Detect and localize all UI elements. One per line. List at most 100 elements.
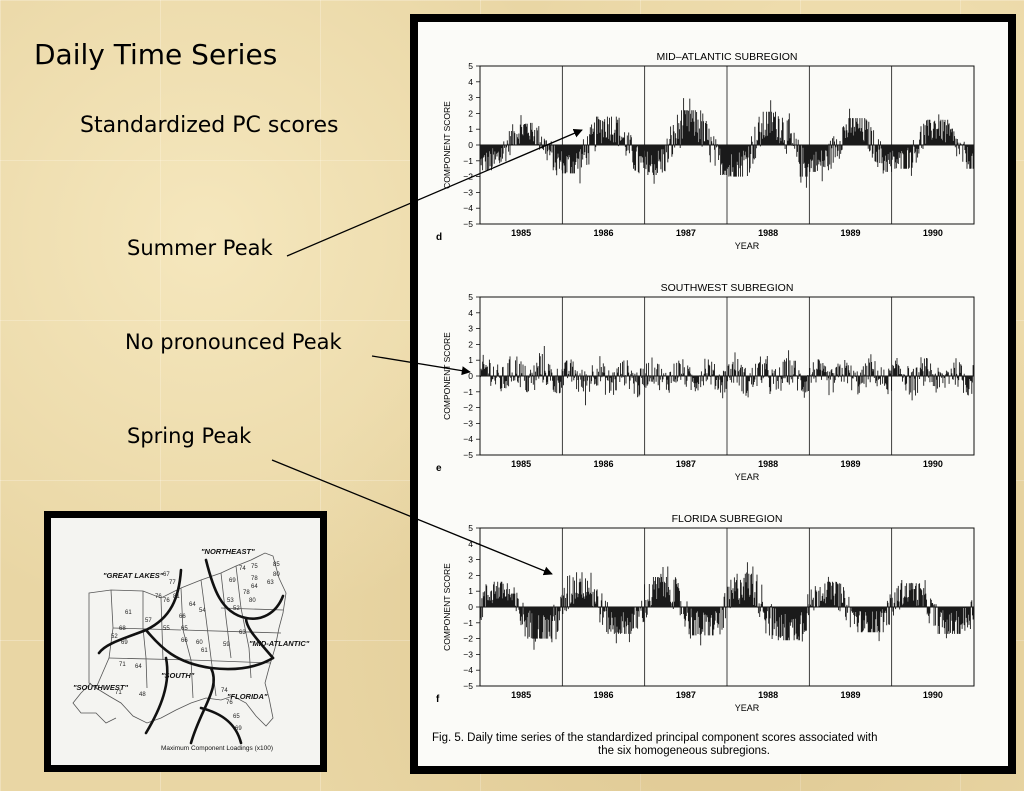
figure-caption-line1: Fig. 5. Daily time series of the standar…: [432, 732, 878, 744]
map-loading-value: 77: [169, 580, 176, 586]
ytick-label: −1: [463, 387, 473, 397]
state-outlines: [72, 552, 287, 727]
map-loading-value: 75: [251, 564, 258, 570]
map-loading-value: 74: [221, 688, 228, 694]
bars-d-1988: [727, 100, 810, 188]
figure-frame: MID–ATLANTIC SUBREGION 5 4 3 2 1 0 −1 −2 −3 −4 −5 CO…: [410, 14, 1016, 774]
panel-letter-d: d: [436, 232, 442, 243]
map-label-southwest: "SOUTHWEST": [73, 683, 128, 692]
slide-subtitle: Standardized PC scores: [80, 113, 339, 138]
bars-e-1987: [644, 357, 728, 399]
bars-e-1989: [809, 354, 892, 396]
ytick-label: −3: [463, 649, 473, 659]
map-loading-value: 81: [173, 594, 180, 600]
bars-e-1988: [727, 350, 810, 398]
map-loading-value: 71: [119, 662, 126, 668]
map-loading-value: 76: [155, 594, 162, 600]
map-loading-value: 55: [163, 626, 170, 632]
time-series-figure: MID–ATLANTIC SUBREGION 5 4 3 2 1 0 −1 −2 −3 −4 −5 CO…: [432, 51, 975, 757]
bars-e-1985: [480, 346, 563, 394]
map-loading-value: 64: [189, 602, 196, 608]
map-loading-value: 80: [249, 598, 256, 604]
ytick-label: 2: [468, 570, 473, 580]
year-label-1989: 1989: [840, 690, 860, 700]
year-label-1986: 1986: [593, 690, 613, 700]
panel-title-f: FLORIDA SUBREGION: [672, 513, 783, 525]
map-loading-value: 69: [121, 640, 128, 646]
map-loading-value: 78: [251, 576, 258, 582]
ytick-label: −5: [463, 219, 473, 229]
map-loading-value: 57: [145, 618, 152, 624]
map-loading-value: 60: [196, 640, 203, 646]
map-loading-value: 65: [181, 626, 188, 632]
ytick-label: 3: [468, 555, 473, 565]
map-loading-value: 74: [239, 566, 246, 572]
year-label-1987: 1987: [676, 459, 696, 469]
map-loading-value: 48: [139, 692, 146, 698]
ytick-label: −2: [463, 634, 473, 644]
panel-e: SOUTHWEST SUBREGION 5 4 3 2 1 0 −1 −2 −3 −4 −5 COMPO…: [436, 282, 975, 482]
year-label-1988: 1988: [758, 459, 778, 469]
subregion-map: "NORTHEAST" "GREAT LAKES" "MID-ATLANTIC"…: [72, 547, 310, 752]
ytick-label: 5: [468, 292, 473, 302]
panel-title-e: SOUTHWEST SUBREGION: [661, 282, 794, 294]
xlabel-e: YEAR: [735, 472, 760, 482]
ytick-label: 2: [468, 339, 473, 349]
map-loading-value: 64: [135, 664, 142, 670]
ytick-label: 0: [468, 140, 473, 150]
bars-d-1990: [891, 114, 975, 176]
year-label-1989: 1989: [840, 459, 860, 469]
map-caption: Maximum Component Loadings (x100): [161, 745, 273, 752]
figure-paper: MID–ATLANTIC SUBREGION 5 4 3 2 1 0 −1 −2 −3 −4 −5 CO…: [418, 22, 1008, 766]
ytick-label: −5: [463, 450, 473, 460]
arrow-spring-peak: [271, 459, 553, 576]
ytick-label: 5: [468, 61, 473, 71]
panel-title-d: MID–ATLANTIC SUBREGION: [657, 51, 798, 63]
year-label-1986: 1986: [593, 459, 613, 469]
arrow-summer-peak: [286, 129, 583, 257]
ylabel-d: COMPONENT SCORE: [442, 101, 452, 189]
ytick-label: 1: [468, 355, 473, 365]
ylabel-f: COMPONENT SCORE: [442, 563, 452, 651]
map-loading-value: 59: [223, 642, 230, 648]
map-loading-value: 52: [111, 634, 118, 640]
arrow-no-peak: [371, 355, 471, 376]
map-loading-value: 66: [181, 638, 188, 644]
map-loading-value: 85: [273, 562, 280, 568]
map-loading-value: 63: [239, 630, 246, 636]
map-loading-value: 67: [163, 572, 170, 578]
region-boundaries: [97, 558, 285, 745]
panel-letter-f: f: [436, 694, 440, 705]
year-label-1990: 1990: [923, 228, 943, 238]
panels-group: MID–ATLANTIC SUBREGION 5 4 3 2 1 0 −1 −2 −3 −4 −5 CO…: [436, 51, 975, 713]
ytick-label: −5: [463, 681, 473, 691]
bars-f-1987: [644, 566, 728, 646]
map-loading-value: 69: [229, 578, 236, 584]
map-label-south: "SOUTH": [161, 671, 195, 680]
ytick-label: 4: [468, 308, 473, 318]
bars-d-1986: [562, 116, 645, 184]
bars-e-1986: [562, 356, 645, 406]
year-label-1985: 1985: [511, 228, 531, 238]
ytick-label: −2: [463, 403, 473, 413]
year-label-1987: 1987: [676, 690, 696, 700]
map-label-florida: "FLORIDA": [227, 692, 268, 701]
map-paper: "NORTHEAST" "GREAT LAKES" "MID-ATLANTIC"…: [51, 518, 320, 765]
ytick-label: −4: [463, 665, 473, 675]
slide-title: Daily Time Series: [34, 38, 278, 71]
panel-d: MID–ATLANTIC SUBREGION 5 4 3 2 1 0 −1 −2 −3 −4 −5 CO…: [436, 51, 975, 251]
ytick-label: −3: [463, 187, 473, 197]
map-loading-value: 65: [233, 714, 240, 720]
map-loading-value: 61: [125, 610, 132, 616]
bars-f-1988: [727, 562, 810, 642]
ytick-label: −4: [463, 203, 473, 213]
map-frame: "NORTHEAST" "GREAT LAKES" "MID-ATLANTIC"…: [44, 511, 327, 772]
year-label-1990: 1990: [923, 459, 943, 469]
map-loading-value: 80: [273, 572, 280, 578]
bars-d-1985: [480, 115, 563, 176]
map-loading-value: 61: [201, 648, 208, 654]
panel-f: FLORIDA SUBREGION 5 4 3 2 1 0 −1 −2 −3 −4 −5 COMPONE…: [436, 513, 975, 713]
map-label-northeast: "NORTHEAST": [201, 547, 255, 556]
ytick-label: −3: [463, 418, 473, 428]
